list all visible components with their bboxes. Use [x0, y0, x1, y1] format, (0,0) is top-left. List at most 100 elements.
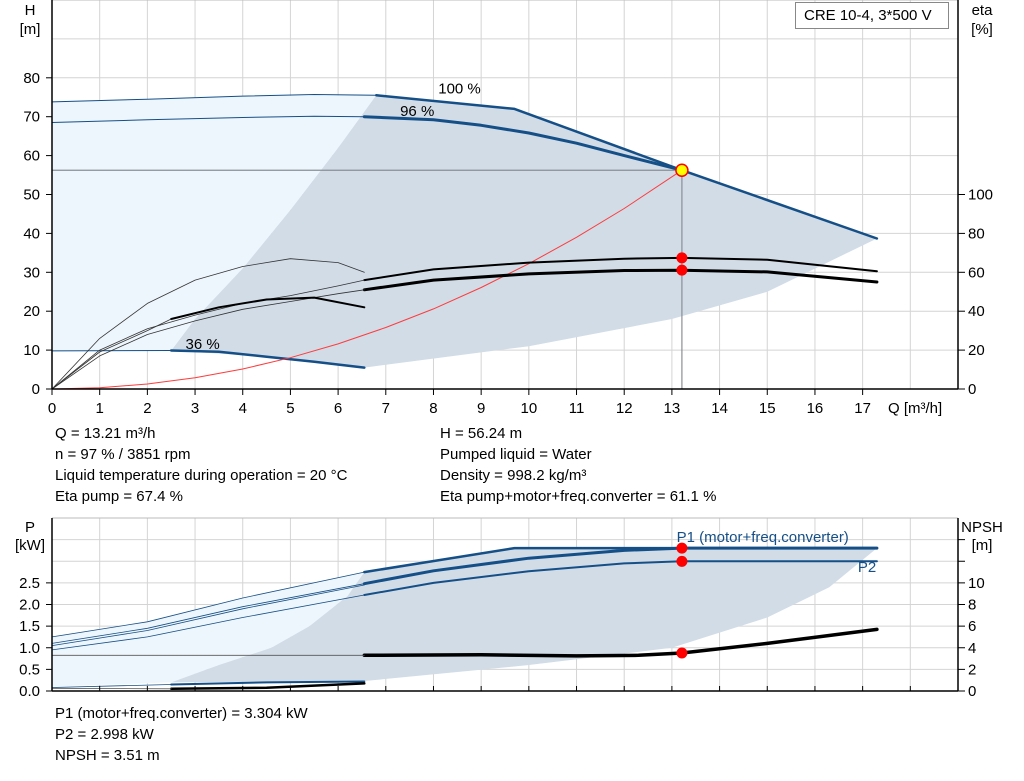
y-tick-label: 80: [23, 70, 40, 87]
x-tick-label: 8: [429, 400, 437, 417]
x-tick-label: 1: [96, 400, 104, 417]
right-tick-label: 60: [968, 264, 985, 281]
right-tick-label: 0: [968, 381, 976, 398]
value-marker: [676, 647, 688, 659]
left-axis-title: P: [25, 519, 35, 536]
value-marker: [676, 252, 688, 264]
series-p1-ext: [51, 583, 365, 644]
curve-label: 100 %: [438, 80, 481, 97]
curve-label: 36 %: [186, 336, 220, 353]
eta-pump-readout: Eta pump = 67.4 %: [55, 488, 183, 505]
operating-range-light: [52, 95, 377, 351]
right-tick-label: 8: [968, 597, 976, 614]
y-tick-label: 40: [23, 225, 40, 242]
value-marker: [676, 555, 688, 567]
duty-point-marker: [675, 163, 689, 177]
series-h-36: [169, 349, 366, 369]
series-eta-total-ext: [51, 289, 365, 390]
x-tick-label: 0: [48, 400, 56, 417]
x-tick-label: 7: [382, 400, 390, 417]
right-tick-label: 20: [968, 342, 985, 359]
right-axis-unit: [m]: [972, 537, 993, 554]
y-tick-label: 0: [32, 381, 40, 398]
value-marker: [676, 264, 688, 276]
series-npsh: [362, 627, 879, 658]
y-tick-label: 2.5: [19, 575, 40, 592]
model-box: CRE 10-4, 3*500 V: [795, 2, 949, 29]
right-axis-title: NPSH: [961, 519, 1003, 536]
right-tick-label: 100: [968, 187, 993, 204]
value-marker: [676, 542, 688, 554]
liquid-readout: Pumped liquid = Water: [440, 446, 592, 463]
info-bottom: P1 (motor+freq.converter) = 3.304 kW P2 …: [55, 703, 308, 766]
series-p-low: [170, 680, 366, 686]
series-eta-low-a: [170, 296, 366, 320]
series-npsh-low-ext: [51, 687, 172, 690]
p1-readout: P1 (motor+freq.converter) = 3.304 kW: [55, 705, 308, 722]
right-tick-label: 4: [968, 640, 976, 657]
x-tick-label: 9: [477, 400, 485, 417]
y-tick-label: 1.0: [19, 640, 40, 657]
y-tick-label: 70: [23, 109, 40, 126]
p2-readout: P2 = 2.998 kW: [55, 726, 154, 743]
right-tick-label: 6: [968, 618, 976, 635]
x-tick-label: 16: [807, 400, 824, 417]
series-h-100: [375, 94, 879, 240]
right-tick-label: 2: [968, 661, 976, 678]
x-tick-label: 12: [616, 400, 633, 417]
y-tick-label: 30: [23, 264, 40, 281]
head-readout: H = 56.24 m: [440, 425, 523, 442]
density-readout: Density = 998.2 kg/m³: [440, 467, 587, 484]
right-axis-title: eta: [972, 2, 994, 19]
eta-total-readout: Eta pump+motor+freq.converter = 61.1 %: [440, 488, 717, 505]
x-tick-label: 11: [569, 400, 585, 417]
y-tick-label: 20: [23, 303, 40, 320]
info-top-right: H = 56.24 m Pumped liquid = Water Densit…: [440, 423, 716, 507]
right-axis-unit: [%]: [971, 21, 993, 38]
series-h-96-ext: [51, 115, 365, 123]
y-tick-label: 0.5: [19, 661, 40, 678]
right-tick-label: 0: [968, 683, 976, 700]
series-eta-low-b: [51, 258, 365, 390]
series-system: [51, 169, 683, 390]
series-p2: [363, 560, 878, 596]
left-axis-unit: [kW]: [15, 537, 45, 554]
npsh-readout: NPSH = 3.51 m: [55, 747, 160, 764]
series-eta-pump-ext: [51, 279, 365, 390]
x-tick-label: 5: [286, 400, 294, 417]
operating-range-dark: [171, 95, 877, 368]
series-eta-low-a-ext: [51, 318, 172, 390]
series-npsh-low: [169, 682, 366, 691]
info-top-left: Q = 13.21 m³/h n = 97 % / 3851 rpm Liqui…: [55, 423, 347, 507]
x-axis-label: Q [m³/h]: [888, 400, 942, 417]
curve-label: P2: [858, 559, 876, 576]
right-tick-label: 80: [968, 225, 985, 242]
curve-label: 96 %: [400, 103, 434, 120]
series-h-100-ext: [51, 94, 377, 103]
series-eta-pump: [363, 256, 878, 282]
left-axis-unit: [m]: [20, 21, 41, 38]
y-tick-label: 2.0: [19, 597, 40, 614]
series-p2-ext: [51, 594, 365, 651]
speed-readout: n = 97 % / 3851 rpm: [55, 446, 191, 463]
series-p1-ext2: [51, 584, 365, 646]
series-h-96: [362, 115, 684, 172]
right-tick-label: 10: [968, 575, 985, 592]
curve-label: P1 (motor+freq.converter): [677, 529, 849, 546]
temperature-readout: Liquid temperature during operation = 20…: [55, 467, 348, 484]
series-eta-total: [362, 268, 879, 292]
x-tick-label: 6: [334, 400, 342, 417]
x-tick-label: 3: [191, 400, 199, 417]
series-p1: [362, 546, 879, 586]
y-tick-label: 0.0: [19, 683, 40, 700]
series-p-max-ext: [51, 571, 365, 638]
x-tick-label: 14: [711, 400, 728, 417]
x-tick-label: 2: [143, 400, 151, 417]
flow-readout: Q = 13.21 m³/h: [55, 425, 156, 442]
x-tick-label: 13: [664, 400, 681, 417]
y-tick-label: 1.5: [19, 618, 40, 635]
y-tick-label: 50: [23, 187, 40, 204]
x-tick-label: 4: [239, 400, 247, 417]
left-axis-title: H: [25, 2, 36, 19]
